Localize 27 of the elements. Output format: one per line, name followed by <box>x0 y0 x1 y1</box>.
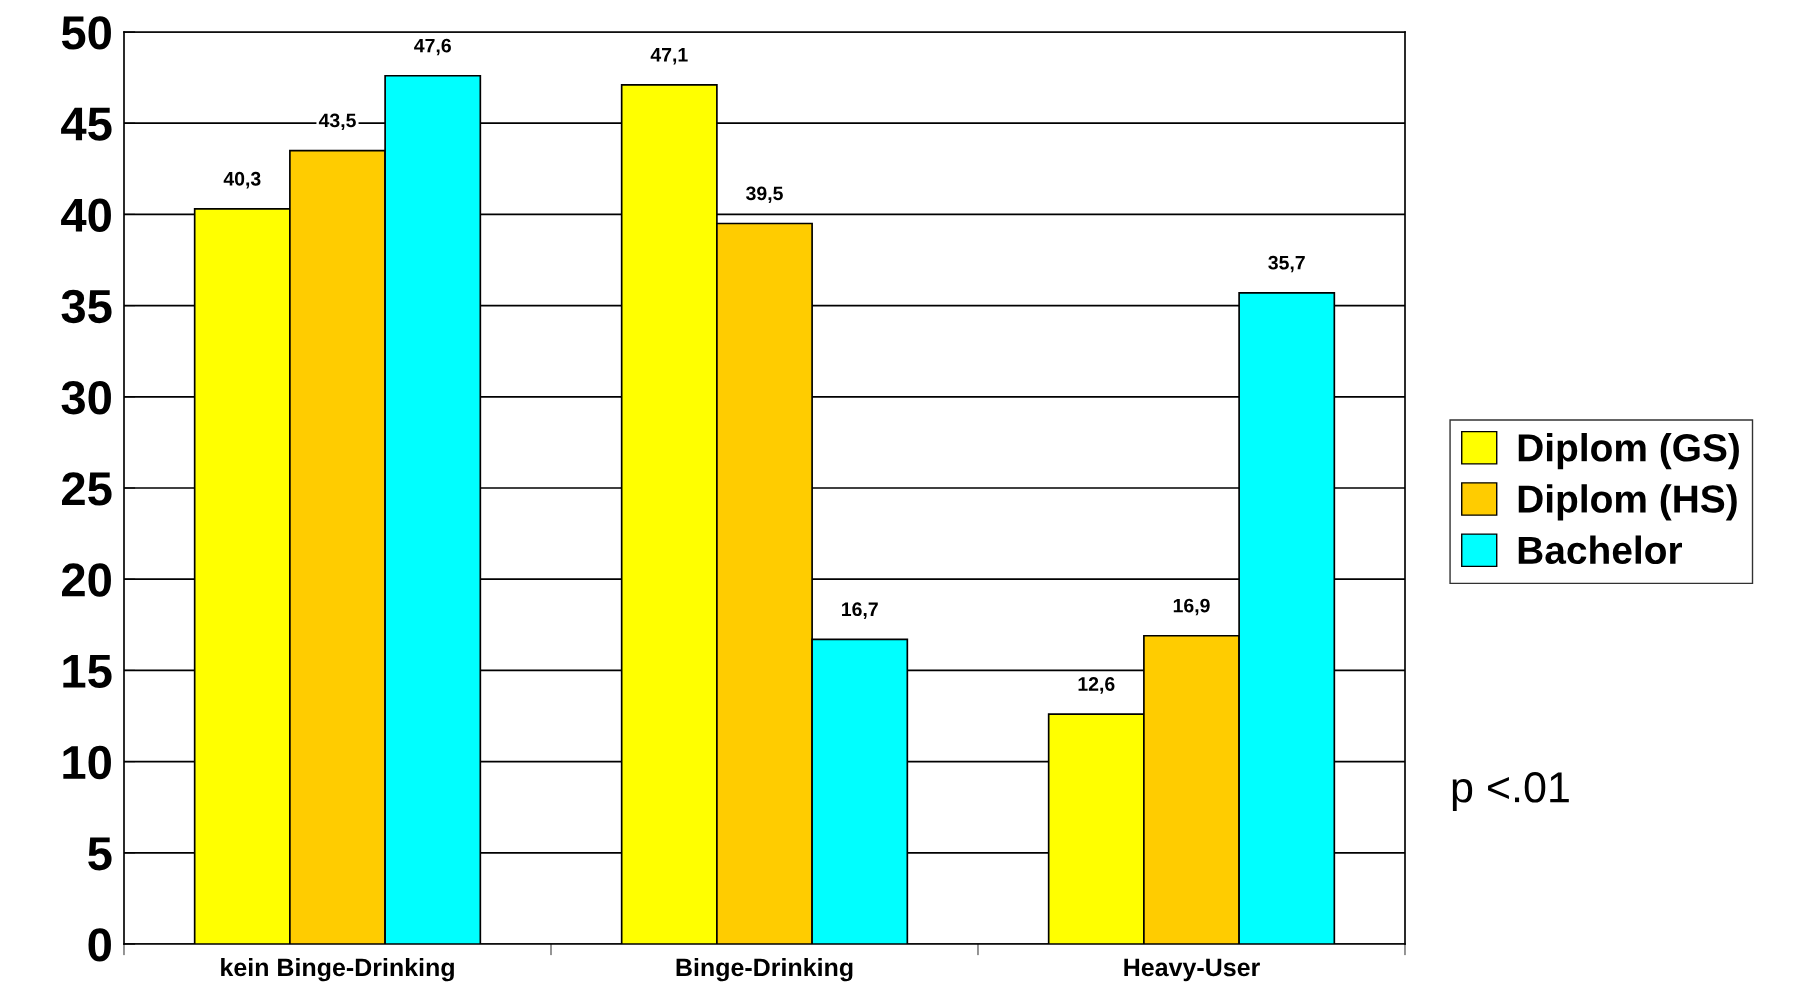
data-label: 16,7 <box>842 602 878 619</box>
y-tick-label: 30 <box>61 380 111 415</box>
y-tick-label: 50 <box>61 16 111 50</box>
data-label: 16,9 <box>1173 598 1210 616</box>
text: p <.01 <box>1452 772 1569 812</box>
y-tick-label: 35 <box>61 289 112 324</box>
data-label: 47,1 <box>650 48 688 65</box>
y-tick-label: 0 <box>88 928 111 962</box>
x-tick-label: kein Binge-Drinking <box>221 957 454 982</box>
data-label: 35,7 <box>1268 255 1305 273</box>
y-tick-label: 40 <box>61 198 111 232</box>
y-tick-label: 45 <box>61 107 112 141</box>
y-tick-label: 15 <box>63 655 112 688</box>
x-tick-label: Binge-Drinking <box>676 957 853 982</box>
y-tick-label: 20 <box>62 563 111 597</box>
data-label: 39,5 <box>746 186 783 204</box>
y-tick-label: 25 <box>62 472 112 506</box>
legend-label: Diplom (GS) <box>1518 433 1739 470</box>
y-tick-label: 5 <box>88 837 112 871</box>
y-tick-label: 10 <box>63 745 111 780</box>
data-label: 12,6 <box>1078 677 1115 694</box>
legend-label: Diplom (HS) <box>1518 484 1737 521</box>
data-label: 43,5 <box>318 113 356 131</box>
legend-label: Bachelor <box>1518 535 1683 565</box>
x-tick-label: Heavy-User <box>1124 958 1260 982</box>
data-label: 40,3 <box>223 171 261 189</box>
data-label: 47,6 <box>414 38 451 56</box>
